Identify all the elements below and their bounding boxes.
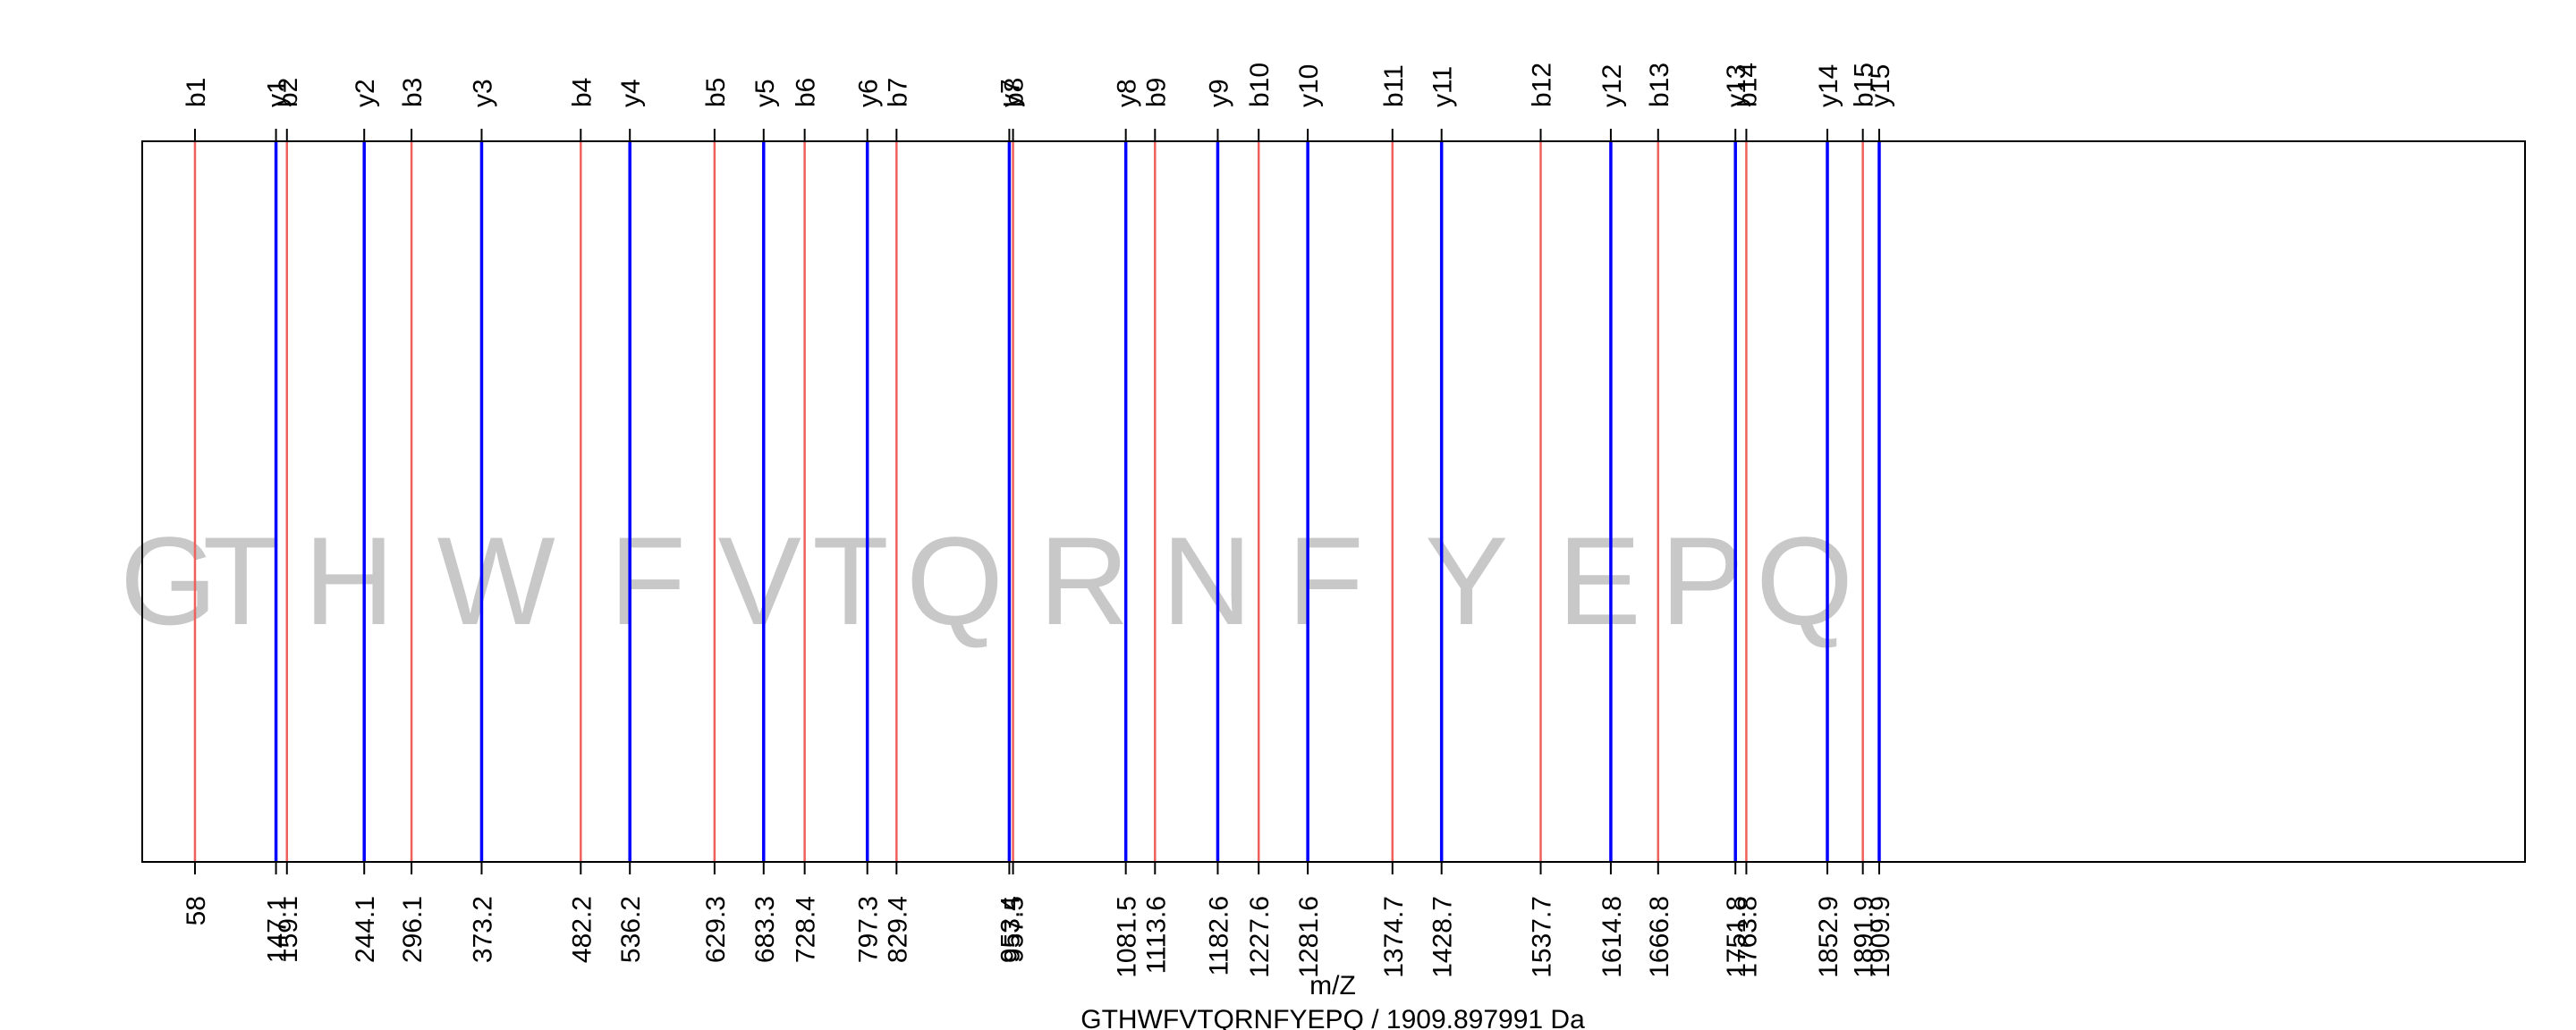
residue-letter: G — [120, 511, 217, 651]
y-ion-label: y11 — [1428, 66, 1458, 107]
y-ion-label: y1 — [263, 79, 292, 107]
b-ion-mz-label: 1227.6 — [1245, 896, 1275, 978]
b-ion-mz-label: 957.5 — [1000, 896, 1030, 963]
residue-letter: Y — [1425, 511, 1508, 651]
y-ion-label: y8 — [1113, 79, 1142, 107]
b-ion-label: b8 — [1000, 78, 1030, 107]
b-ion-label: b1 — [182, 78, 211, 107]
ion-lines — [193, 141, 1881, 862]
residue-letter: N — [1162, 511, 1252, 651]
b-ion-mz-label: 1891.9 — [1850, 896, 1879, 978]
b-ion-label: b15 — [1850, 63, 1879, 107]
chart-caption: GTHWFVTQRNFYEPQ / 1909.897991 Da — [1080, 1005, 1585, 1030]
x-axis-label: m/Z — [1309, 971, 1356, 1000]
y-ion-label: y5 — [750, 79, 780, 107]
b-ion-mz-label: 1113.6 — [1141, 896, 1171, 974]
b-ion-label: b2 — [274, 78, 303, 107]
y-ion-label: y7 — [996, 79, 1025, 107]
residue-letter: F — [1287, 511, 1364, 651]
b-ion-label: b14 — [1733, 63, 1762, 107]
y-ion-label: y2 — [351, 79, 380, 107]
b-ion-mz-label: 629.3 — [701, 896, 731, 963]
y-ion-mz-label: 244.1 — [351, 896, 380, 963]
y-ion-label: y6 — [854, 79, 884, 107]
b-ion-mz-label: 482.2 — [567, 896, 597, 963]
plot-frame — [141, 140, 2526, 863]
y-ion-label: y15 — [1866, 64, 1895, 107]
b-ion-label: b3 — [398, 78, 428, 107]
residue-letter: E — [1557, 511, 1640, 651]
residue-letter: F — [609, 511, 686, 651]
y-ion-label: y9 — [1204, 79, 1233, 107]
residue-letter: Q — [1756, 511, 1853, 651]
y-ion-mz-label: 373.2 — [468, 896, 497, 963]
y-ion-mz-label: 1281.6 — [1294, 896, 1324, 978]
y-ion-mz-label: 1182.6 — [1204, 896, 1233, 976]
y-ion-mz-label: 1614.8 — [1597, 896, 1627, 978]
y-ion-label: y10 — [1294, 64, 1324, 107]
b-ion-mz-label: 1763.8 — [1733, 896, 1762, 978]
y-ion-mz-label: 953.4 — [996, 896, 1025, 963]
b-ion-label: b4 — [567, 78, 597, 107]
residue-letter: H — [304, 511, 394, 651]
b-ion-label: b5 — [701, 78, 731, 107]
residue-letter: R — [1038, 511, 1129, 651]
b-ion-mz-label: 1537.7 — [1528, 896, 1557, 978]
b-ion-mz-label: 1374.7 — [1379, 896, 1409, 978]
y-ion-mz-label: 147.1 — [263, 896, 292, 963]
b-ion-label: b11 — [1379, 64, 1409, 107]
b-ion-label: b12 — [1528, 63, 1557, 107]
b-ion-mz-label: 1666.8 — [1645, 896, 1674, 978]
b-ion-label: b6 — [792, 78, 821, 107]
b-ion-mz-label: 58 — [182, 896, 211, 925]
residue-letter: V — [718, 511, 801, 651]
residue-letter: T — [812, 511, 889, 651]
b-ion-mz-label: 296.1 — [398, 896, 428, 963]
ion-labels: b1 58 b2 159.1 b3 296.1 b4 482.2 b5 629.3 b6 728.4 b… — [182, 63, 1895, 978]
y-ion-mz-label: 1852.9 — [1814, 896, 1843, 978]
y-ion-label: y13 — [1722, 64, 1751, 107]
residue-letter: T — [203, 511, 280, 651]
y-ion-label: y3 — [468, 79, 497, 107]
y-ion-mz-label: 797.3 — [854, 896, 884, 963]
b-ion-mz-label: 159.1 — [274, 896, 303, 963]
b-ion-label: b9 — [1141, 78, 1171, 107]
y-ion-mz-label: 1081.5 — [1113, 896, 1142, 978]
residue-letters: GT H W F V T Q R N F Y E P Q — [120, 511, 1853, 651]
residue-letter: W — [437, 511, 555, 651]
ion-ticks — [193, 129, 1880, 874]
b-ion-label: b7 — [883, 78, 912, 107]
y-ion-mz-label: 1909.9 — [1866, 896, 1895, 978]
b-ion-label: b13 — [1645, 63, 1674, 107]
y-ion-label: y14 — [1814, 64, 1843, 107]
y-ion-mz-label: 1428.7 — [1428, 896, 1458, 978]
y-ion-mz-label: 1751.8 — [1722, 896, 1751, 978]
y-ion-label: y12 — [1597, 64, 1627, 107]
y-ion-label: y4 — [616, 79, 646, 107]
residue-letter: P — [1660, 511, 1743, 651]
y-ion-mz-label: 683.3 — [750, 896, 780, 963]
b-ion-mz-label: 728.4 — [792, 896, 821, 963]
b-ion-mz-label: 829.4 — [883, 896, 912, 963]
b-ion-label: b10 — [1245, 63, 1275, 107]
residue-letter: Q — [906, 511, 1004, 651]
y-ion-mz-label: 536.2 — [616, 896, 646, 963]
